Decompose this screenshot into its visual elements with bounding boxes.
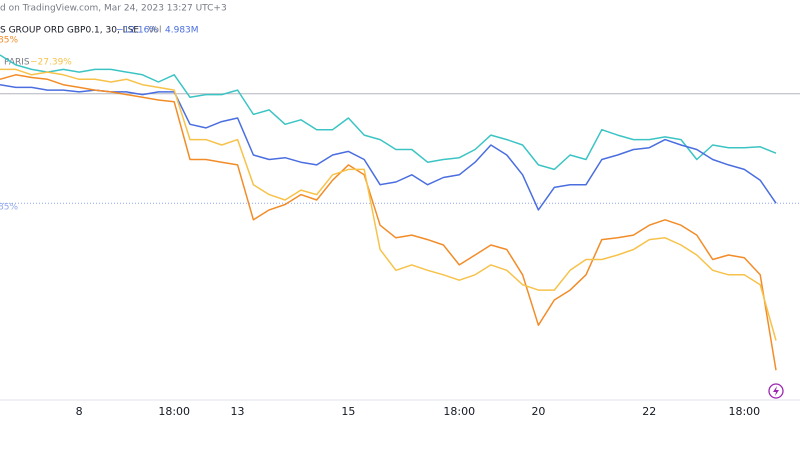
x-tick-label: 18:00 <box>443 405 475 418</box>
volume-text: 4.983M <box>165 26 199 36</box>
series-line <box>0 54 777 171</box>
series-line <box>0 83 777 211</box>
source-text: d on TradingView.com, Mar 24, 2023 13:27… <box>0 4 227 14</box>
series-line <box>0 74 777 371</box>
x-tick-label: 18:00 <box>158 405 190 418</box>
line-label: 85% <box>0 203 18 213</box>
second-change: 85% <box>0 36 18 46</box>
symbol-text: S GROUP ORD GBP0.1, 30, LSE <box>0 26 139 36</box>
x-tick-label: 22 <box>642 405 656 418</box>
x-tick-label: 15 <box>341 405 355 418</box>
x-tick-label: 20 <box>531 405 545 418</box>
x-tick-label: 18:00 <box>728 405 760 418</box>
second-symbol-change: −27.39% <box>30 58 72 68</box>
alert-icon[interactable] <box>768 383 784 399</box>
volume-label: Vol <box>148 26 161 36</box>
change-text: −12.16% <box>116 26 158 36</box>
second-symbol: PARIS <box>4 58 30 68</box>
series-line <box>0 68 777 341</box>
x-tick-label: 13 <box>231 405 245 418</box>
x-tick-label: 8 <box>76 405 83 418</box>
